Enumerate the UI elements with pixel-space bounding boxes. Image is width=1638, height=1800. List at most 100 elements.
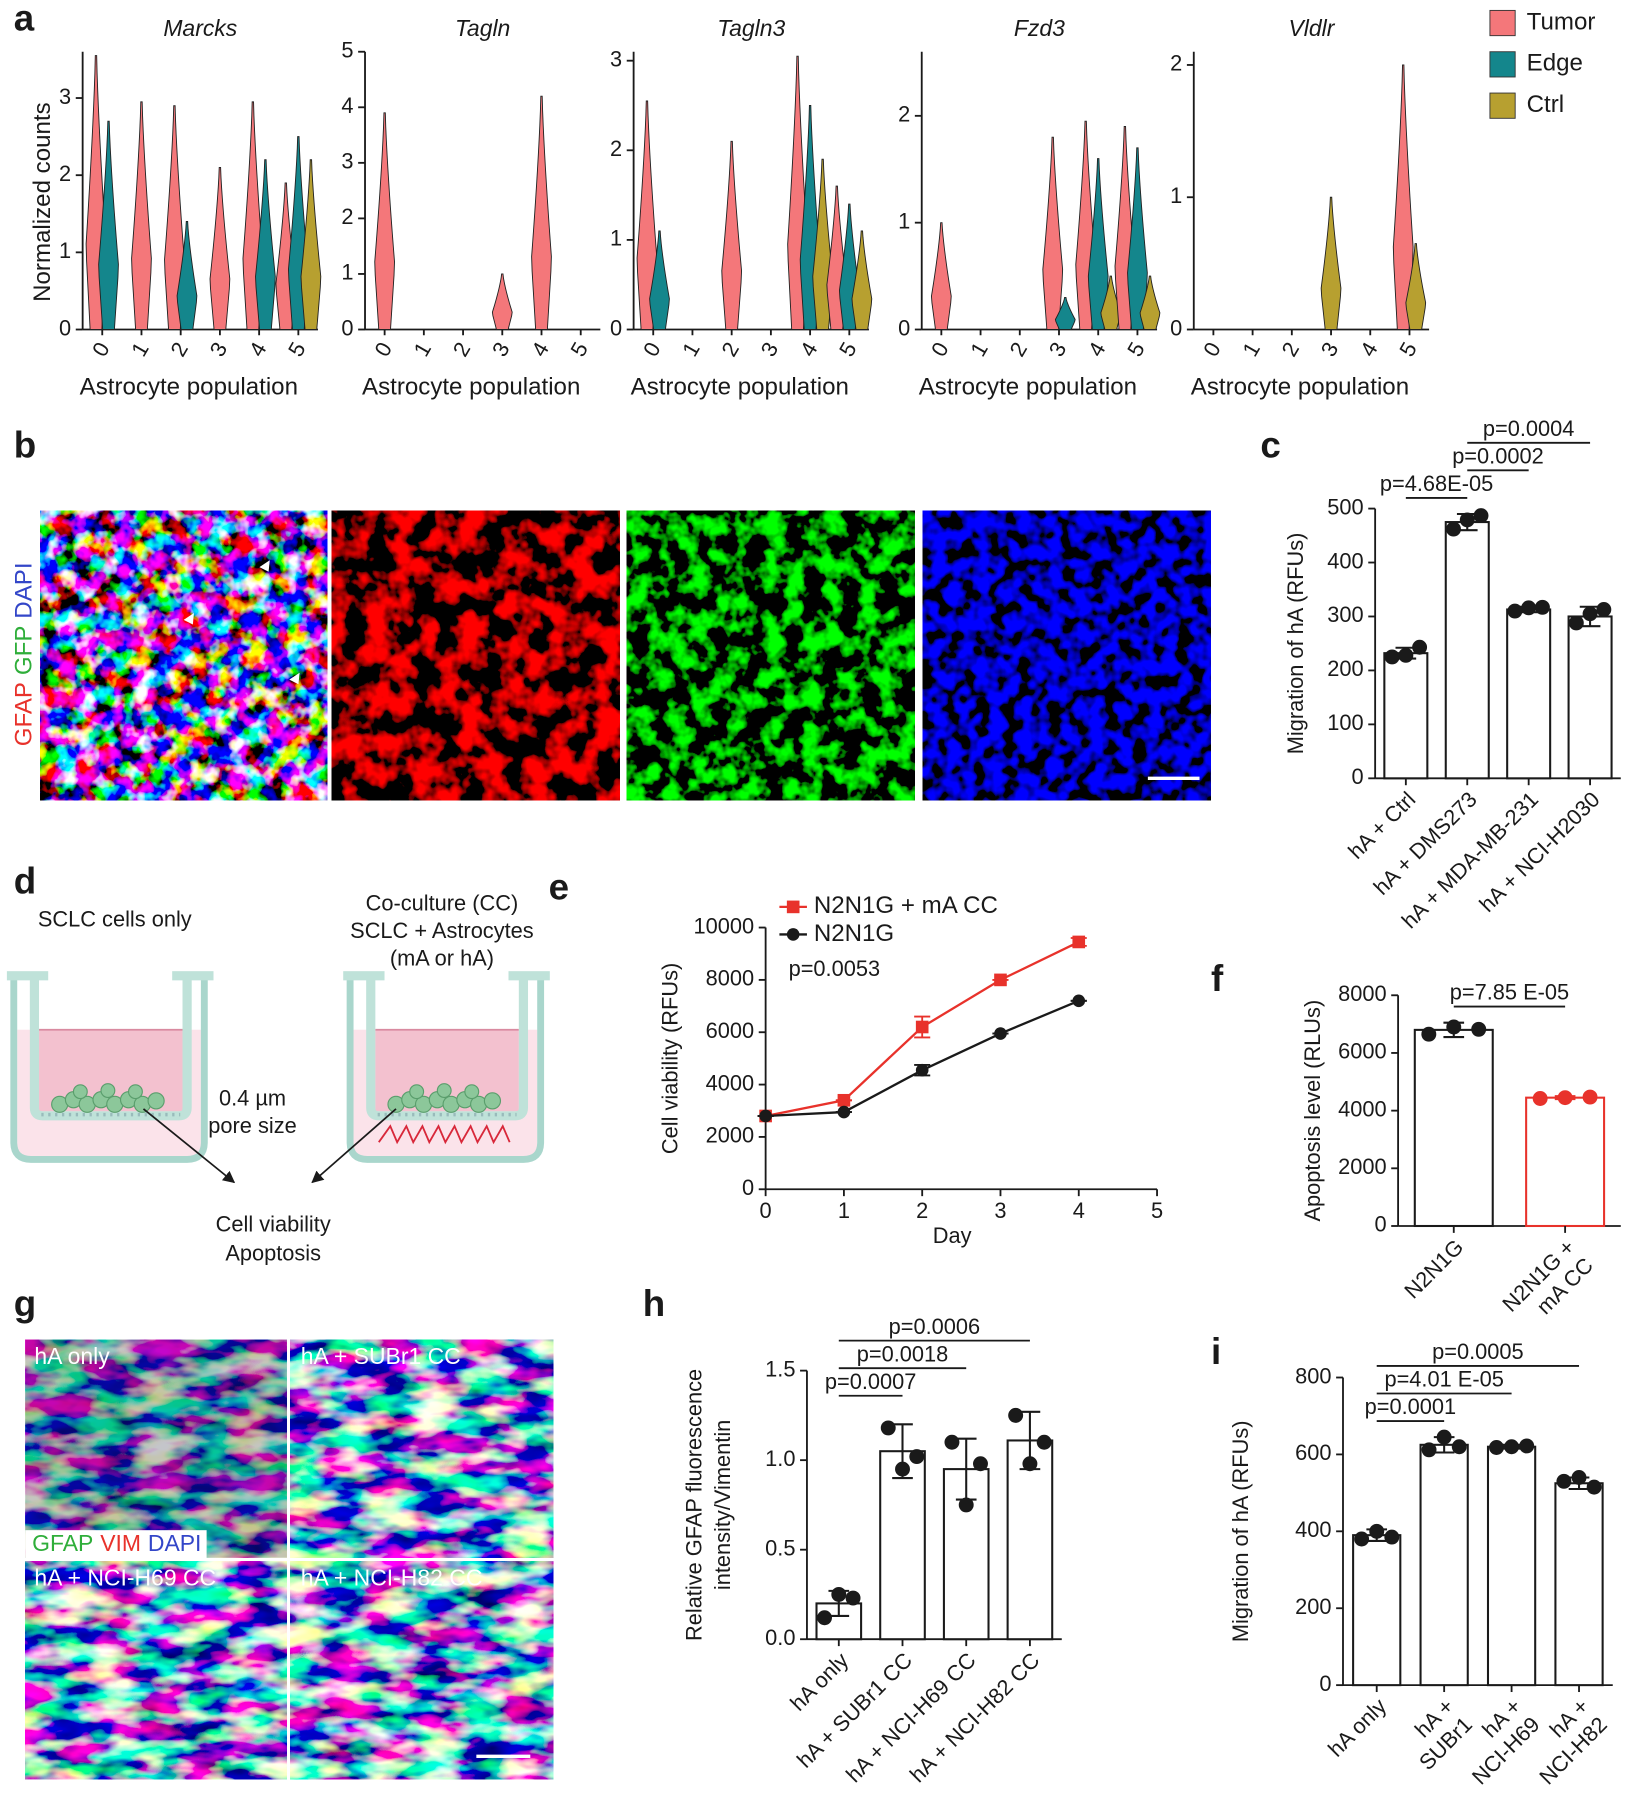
p-value: p=4.68E-05 [1380, 471, 1493, 496]
y-tick-label: 1 [610, 226, 622, 251]
violin [374, 112, 395, 330]
micrograph [290, 1339, 554, 1558]
violin [1087, 158, 1109, 330]
y-tick-label: 800 [1295, 1363, 1331, 1388]
data-point [1473, 508, 1489, 524]
legend-marker [786, 900, 800, 914]
violin [531, 95, 552, 330]
astrocytes [378, 1124, 511, 1145]
stain-legend: GFAP GFP DAPI [11, 562, 38, 746]
violin [649, 230, 670, 330]
y-tick-label: 0 [610, 315, 622, 340]
x-axis-label: Astrocyte population [919, 373, 1137, 400]
y-tick-label: 0 [898, 315, 910, 340]
stain-name: GFP [11, 626, 38, 676]
y-tick-label: 4 [341, 93, 353, 118]
y-tick-label: 0 [341, 315, 353, 340]
y-axis-label: Apoptosis level (RLUs) [1300, 1000, 1325, 1222]
bar [1506, 608, 1552, 780]
x-tick-label: 1 [677, 338, 705, 361]
data-point [1384, 649, 1400, 665]
violin [1127, 147, 1148, 330]
micrograph [626, 510, 915, 801]
y-tick-label: 6000 [706, 1018, 755, 1043]
diagram-label: pore size [208, 1113, 296, 1138]
data-point [1436, 1429, 1452, 1445]
x-tick-label: 4 [1083, 338, 1111, 361]
x-tick-label: N2N1G [1399, 1234, 1468, 1303]
arrow [142, 1108, 236, 1184]
micrograph [25, 1339, 287, 1558]
y-tick-label: 0 [742, 1175, 754, 1200]
violin [255, 159, 276, 330]
y-tick-label: 8000 [706, 966, 755, 991]
panel-label: b [14, 424, 36, 465]
legend-label: Edge [1527, 50, 1583, 77]
y-axis-label: Migration of hA (RFUs) [1283, 533, 1308, 755]
x-tick-label: hA only [1323, 1693, 1391, 1761]
data-point [1384, 1529, 1400, 1545]
y-tick-label: 2000 [706, 1123, 755, 1148]
violin [1405, 243, 1427, 330]
y-tick-label: 1.5 [765, 1356, 795, 1381]
y-tick-label: 3 [59, 84, 71, 109]
data-point [1036, 1434, 1052, 1450]
diagram-label: 0.4 µm [219, 1085, 286, 1110]
p-value: p=0.0007 [825, 1369, 917, 1394]
transwell [6, 971, 214, 1163]
plot-title: Marcks [163, 15, 237, 41]
legend-label: Tumor [1527, 8, 1596, 35]
y-tick-label: 5 [341, 37, 353, 62]
x-axis-label: Astrocyte population [1191, 373, 1409, 400]
violin [131, 101, 152, 330]
data-point [1446, 1019, 1462, 1035]
panel-g-images: GFAP VIM DAPI [25, 1339, 554, 1780]
y-tick-label: 600 [1295, 1440, 1331, 1465]
y-tick-label: 100 [1327, 710, 1363, 735]
x-tick-label: 5 [834, 338, 862, 361]
x-tick-label: 2 [1004, 338, 1032, 361]
diagram-label: Apoptosis [225, 1240, 321, 1265]
x-tick-label: 0 [760, 1198, 772, 1223]
x-tick-label: 2 [716, 338, 744, 361]
p-value: p=7.85 E-05 [1450, 980, 1569, 1005]
p-value: p=0.0018 [857, 1341, 949, 1366]
x-axis-label: Astrocyte population [631, 373, 849, 400]
x-tick-label: 3 [994, 1198, 1006, 1223]
panel-label: i [1211, 1331, 1221, 1372]
x-tick-label: 4 [244, 338, 272, 361]
data-point [1534, 599, 1550, 615]
diagram-label: Cell viability [216, 1212, 331, 1237]
violin [1392, 64, 1414, 330]
plot-title: Fzd3 [1014, 15, 1065, 41]
data-point [1556, 1473, 1572, 1489]
marker [915, 1020, 929, 1034]
y-tick-label: 2000 [1338, 1154, 1387, 1179]
data-point [1582, 1089, 1598, 1105]
annotation: p=0.0053 [789, 956, 881, 981]
bar [1383, 652, 1429, 780]
data-point [880, 1420, 896, 1436]
marker [1072, 994, 1086, 1008]
y-tick-label: 3 [610, 46, 622, 71]
x-axis-label: Astrocyte population [362, 373, 580, 400]
y-tick-label: 500 [1327, 494, 1363, 519]
data-point [1451, 1439, 1467, 1455]
bar [1486, 1445, 1537, 1687]
marker [759, 1109, 772, 1123]
x-axis-label: Day [933, 1223, 972, 1248]
stain-name: GFAP [32, 1530, 93, 1556]
panel-d-diagram: SCLC cells only Co-culture (CC) SCLC + A… [6, 890, 550, 1265]
stain-name: GFAP [11, 682, 38, 746]
y-tick-label: 8000 [1338, 981, 1387, 1006]
y-tick-label: 4000 [706, 1070, 755, 1095]
p-value: p=0.0006 [889, 1314, 981, 1339]
data-point [1557, 1090, 1573, 1106]
x-tick-label: 4 [526, 338, 554, 361]
data-point [1022, 1456, 1038, 1472]
p-value: p=4.01 E-05 [1384, 1367, 1503, 1392]
y-tick-label: 2 [59, 161, 71, 186]
stain-name: VIM [100, 1530, 141, 1556]
stain-name: DAPI [11, 562, 38, 618]
legend-swatch [1489, 51, 1516, 78]
